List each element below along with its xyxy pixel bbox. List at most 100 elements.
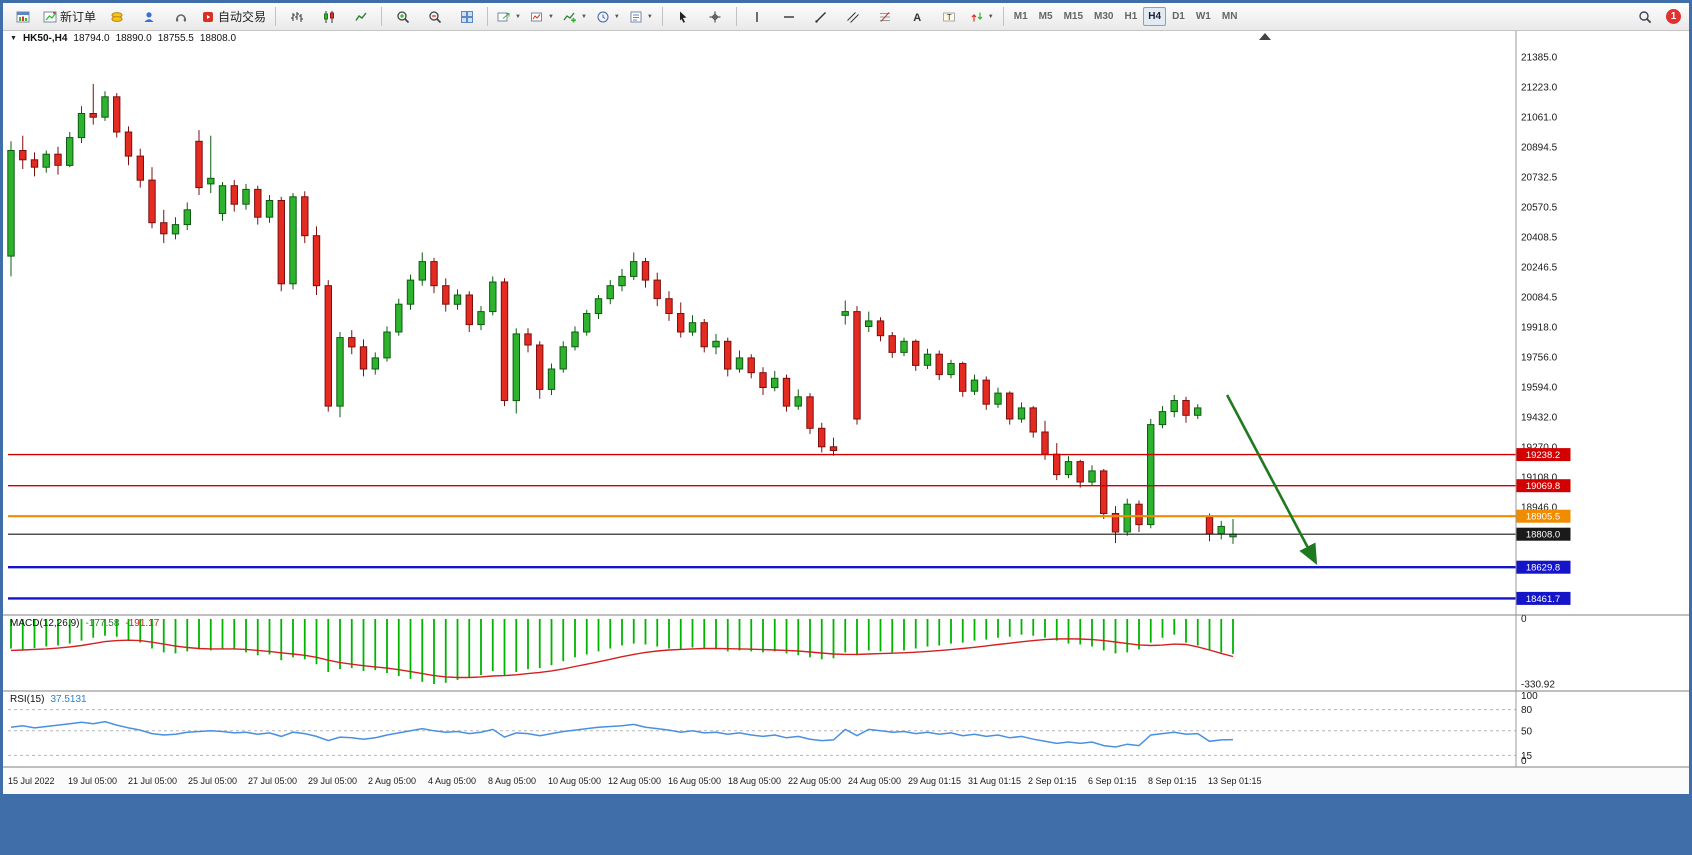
rsi-scale-label: 80 <box>1521 705 1533 716</box>
clock-icon <box>597 11 609 22</box>
y-axis-label: 20732.5 <box>1521 173 1558 184</box>
bar-chart-button[interactable] <box>281 4 312 29</box>
candle <box>1229 519 1237 544</box>
chart-window-icon <box>16 11 29 22</box>
y-axis-label: 19108.0 <box>1521 473 1558 484</box>
crosshair-icon <box>709 11 721 22</box>
candle <box>1170 395 1178 418</box>
x-axis-label: 6 Sep 01:15 <box>1088 776 1137 786</box>
timeframe-h4-button[interactable]: H4 <box>1143 7 1167 26</box>
x-axis-label: 25 Jul 05:00 <box>188 776 237 786</box>
arrows-button[interactable]: ▼ <box>966 4 998 29</box>
crosshair-button[interactable] <box>700 4 731 29</box>
candle <box>994 387 1002 408</box>
time-axis-strip[interactable] <box>3 767 1689 794</box>
indicators-button[interactable]: ▼ <box>559 4 591 29</box>
trend-arrow[interactable] <box>1225 394 1318 566</box>
price-line-19069.8[interactable]: 19069.8 <box>8 479 1571 493</box>
tile-windows-icon <box>460 10 473 23</box>
x-axis-label: 18 Aug 05:00 <box>728 776 781 786</box>
candle <box>1006 391 1014 425</box>
zoom-out-button[interactable] <box>419 4 450 29</box>
candle <box>500 278 509 407</box>
timeframe-d1-button[interactable]: D1 <box>1167 7 1190 26</box>
search-icon <box>1638 10 1651 23</box>
chart-shift-marker[interactable] <box>1259 33 1271 40</box>
templates-button[interactable]: ▼ <box>625 4 657 29</box>
vertical-line-button[interactable] <box>742 4 773 29</box>
label-button[interactable]: T <box>934 4 965 29</box>
candle <box>970 374 979 395</box>
price-line-18461.7[interactable]: 18461.7 <box>8 591 1571 605</box>
horizontal-line-button[interactable] <box>774 4 805 29</box>
y-axis-label: 19918.0 <box>1521 323 1558 334</box>
candle <box>1147 419 1155 529</box>
candle <box>66 132 74 168</box>
candle <box>1029 406 1037 438</box>
chart-window[interactable]: ▼ HK50-,H4 18794.0 18890.0 18755.5 18808… <box>3 31 1689 794</box>
new-window-button[interactable]: ▼ <box>493 4 525 29</box>
cursor-button[interactable] <box>668 4 699 29</box>
text-button[interactable]: A <box>902 4 933 29</box>
timeframe-m15-button[interactable]: M15 <box>1059 7 1088 26</box>
svg-text:A: A <box>913 12 921 24</box>
autotrade-button[interactable]: 自动交易 <box>197 4 270 29</box>
timeframe-h1-button[interactable]: H1 <box>1119 7 1142 26</box>
y-axis-label: 19432.0 <box>1521 413 1558 424</box>
trendline-button[interactable] <box>806 4 837 29</box>
macd-main-value: -177.58 <box>85 618 120 629</box>
new-order-button[interactable]: 新订单 <box>39 4 100 29</box>
timeframe-mn-button[interactable]: MN <box>1217 7 1243 26</box>
chart-canvas[interactable]: 21385.0 21223.0 21061.0 20894.5 20732.5 20570… <box>3 31 1689 794</box>
candle <box>42 150 50 173</box>
periods-button[interactable]: ▼ <box>592 4 624 29</box>
notification-badge[interactable]: 1 <box>1666 9 1681 24</box>
price-line-19238.2[interactable]: 19238.2 <box>8 448 1571 462</box>
macd-panel: 0 -330.92 <box>10 614 1555 691</box>
candle <box>418 252 427 286</box>
price-badge-label: 19238.2 <box>1526 450 1560 461</box>
timeframe-w1-button[interactable]: W1 <box>1191 7 1216 26</box>
search-button[interactable] <box>1629 4 1660 29</box>
candle <box>735 350 744 373</box>
candle <box>559 341 567 373</box>
toolbar-separator <box>735 7 737 26</box>
candle <box>630 252 638 281</box>
zoom-out-icon <box>428 10 441 23</box>
timeframe-m30-button[interactable]: M30 <box>1089 7 1118 26</box>
candlestick-chart-button[interactable] <box>313 4 344 29</box>
toolbar-separator <box>1002 7 1004 26</box>
candle <box>1064 456 1073 479</box>
fibonacci-button[interactable] <box>870 4 901 29</box>
new-order-button-label: 新订单 <box>60 10 97 24</box>
candle <box>571 326 579 351</box>
price-line-18629.8[interactable]: 18629.8 <box>8 560 1571 574</box>
x-axis-label: 4 Aug 05:00 <box>428 776 476 786</box>
tile-windows-button[interactable] <box>451 4 482 29</box>
timeframe-m5-button[interactable]: M5 <box>1034 7 1058 26</box>
rsi-scale-label: 0 <box>1521 756 1527 767</box>
price-line-18905.5[interactable]: 18905.5 <box>8 509 1571 523</box>
gold-quotes-button[interactable] <box>101 4 132 29</box>
zoom-in-button[interactable] <box>387 4 418 29</box>
price-line-18808.0[interactable]: 18808.0 <box>8 527 1571 541</box>
candle <box>512 328 521 414</box>
candle <box>1100 469 1108 519</box>
profiles-button[interactable]: ▼ <box>526 4 558 29</box>
candle <box>876 317 885 342</box>
candle <box>1017 402 1026 423</box>
rsi-label: RSI(15) 37.5131 <box>10 694 87 705</box>
candle <box>453 289 462 310</box>
timeframe-m1-button[interactable]: M1 <box>1009 7 1033 26</box>
chart-plot[interactable]: 21385.0 21223.0 21061.0 20894.5 20732.5 20570… <box>3 31 1689 794</box>
zoom-in-icon <box>396 10 409 23</box>
channel-button[interactable] <box>838 4 869 29</box>
x-axis-label: 27 Jul 05:00 <box>248 776 297 786</box>
accounts-button[interactable] <box>133 4 164 29</box>
line-chart-button[interactable] <box>345 4 376 29</box>
symbol-dropdown-icon: ▼ <box>10 35 17 42</box>
sound-button[interactable] <box>165 4 196 29</box>
new-chart-button[interactable] <box>7 4 38 29</box>
candle <box>1111 506 1120 544</box>
candle <box>348 330 356 355</box>
